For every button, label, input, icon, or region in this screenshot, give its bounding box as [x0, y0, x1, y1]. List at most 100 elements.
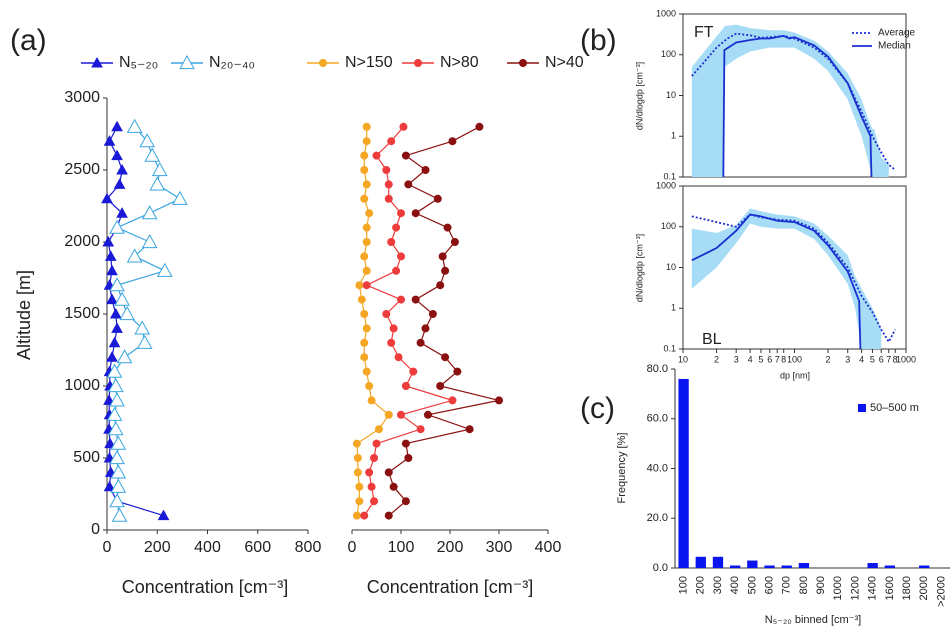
x-tick-label: 200: [437, 539, 464, 556]
point: [111, 120, 123, 132]
legend-label: N>80: [440, 54, 479, 71]
y-tick-label: 0: [91, 521, 100, 538]
y-axis-label: Frequency [%]: [616, 433, 628, 504]
y-tick-label: 80.0: [647, 363, 668, 375]
point: [101, 192, 113, 204]
x-tick-label: 1800: [901, 576, 913, 600]
point: [355, 497, 364, 506]
point: [394, 353, 403, 362]
legend-marker: [414, 59, 422, 67]
point: [384, 180, 393, 189]
panel-label: (b): [580, 24, 617, 57]
point: [389, 324, 398, 333]
point: [355, 482, 364, 491]
point: [401, 151, 410, 160]
point: [374, 425, 383, 434]
x-tick-label: 100: [787, 354, 802, 364]
point: [465, 425, 474, 434]
point: [104, 250, 117, 261]
point: [382, 166, 391, 174]
x-tick-label: 400: [535, 539, 562, 556]
point: [433, 194, 442, 203]
x-tick-label: 800: [295, 539, 322, 556]
point: [384, 410, 393, 419]
point: [453, 367, 462, 376]
x-tick-label: 100: [388, 539, 415, 556]
x-tick-label: 1600: [884, 576, 896, 600]
series-line: [106, 126, 164, 517]
x-tick-label: 5: [758, 354, 763, 364]
legend-marker: [319, 59, 327, 67]
point: [109, 277, 125, 292]
panel-annotation: BL: [702, 331, 722, 348]
y-tick-label: 3000: [64, 89, 100, 106]
point: [360, 194, 369, 203]
point: [110, 435, 127, 450]
bar: [764, 565, 775, 568]
x-tick-label: 2: [826, 354, 831, 364]
x-tick-label: 4: [748, 354, 753, 364]
point: [111, 149, 123, 161]
point: [106, 264, 118, 276]
y-tick-label: 1000: [64, 377, 100, 394]
y-tick-label: 1500: [64, 305, 100, 322]
series-line: [363, 126, 455, 516]
bar: [747, 560, 758, 568]
point: [113, 178, 126, 189]
point: [384, 468, 393, 477]
panel-label: (c): [580, 392, 615, 425]
point: [416, 338, 425, 347]
x-tick-label: 4: [859, 354, 864, 364]
bar: [867, 563, 878, 568]
legend-label: N>150: [345, 54, 393, 71]
point: [111, 322, 123, 333]
point: [109, 219, 125, 234]
point: [397, 410, 405, 419]
point: [370, 454, 379, 462]
point: [411, 295, 420, 304]
y-tick-label: 1: [671, 131, 676, 141]
legend-label: N₅₋₂₀: [119, 54, 158, 71]
bar: [781, 565, 792, 568]
point: [387, 238, 396, 246]
point: [362, 223, 371, 232]
y-tick-label: 500: [73, 449, 100, 466]
range-band: [691, 208, 882, 349]
point: [365, 209, 374, 218]
point: [423, 410, 432, 419]
point: [387, 137, 396, 146]
point: [362, 238, 371, 246]
point: [365, 382, 374, 390]
point: [111, 507, 128, 522]
point: [109, 449, 125, 465]
x-tick-label: 200: [695, 576, 707, 594]
point: [397, 295, 405, 304]
y-axis-label: Altitude [m]: [14, 270, 34, 360]
point: [384, 511, 393, 520]
point: [102, 235, 115, 247]
x-tick-label: 900: [815, 576, 827, 594]
point: [362, 137, 371, 146]
y-tick-label: 1000: [656, 180, 676, 190]
y-tick-label: 1: [671, 303, 676, 313]
point: [357, 295, 366, 304]
point: [360, 151, 369, 160]
point: [436, 382, 445, 390]
x-tick-label: 1400: [867, 576, 879, 600]
bar: [695, 556, 706, 568]
y-tick-label: 20.0: [647, 512, 668, 524]
x-tick-label: 500: [746, 576, 758, 594]
point: [116, 207, 128, 218]
range-band: [691, 24, 889, 178]
point: [141, 233, 158, 249]
point: [450, 238, 459, 246]
bar: [884, 565, 895, 568]
point: [109, 307, 122, 319]
y-axis-label: dN/dlogdp [cm⁻³]: [634, 62, 644, 130]
x-tick-label: 600: [763, 576, 775, 594]
x-tick-label: 100: [678, 576, 690, 594]
point: [157, 509, 170, 521]
x-tick-label: 7: [775, 354, 780, 364]
x-axis-label: Concentration [cm⁻³]: [367, 577, 534, 597]
